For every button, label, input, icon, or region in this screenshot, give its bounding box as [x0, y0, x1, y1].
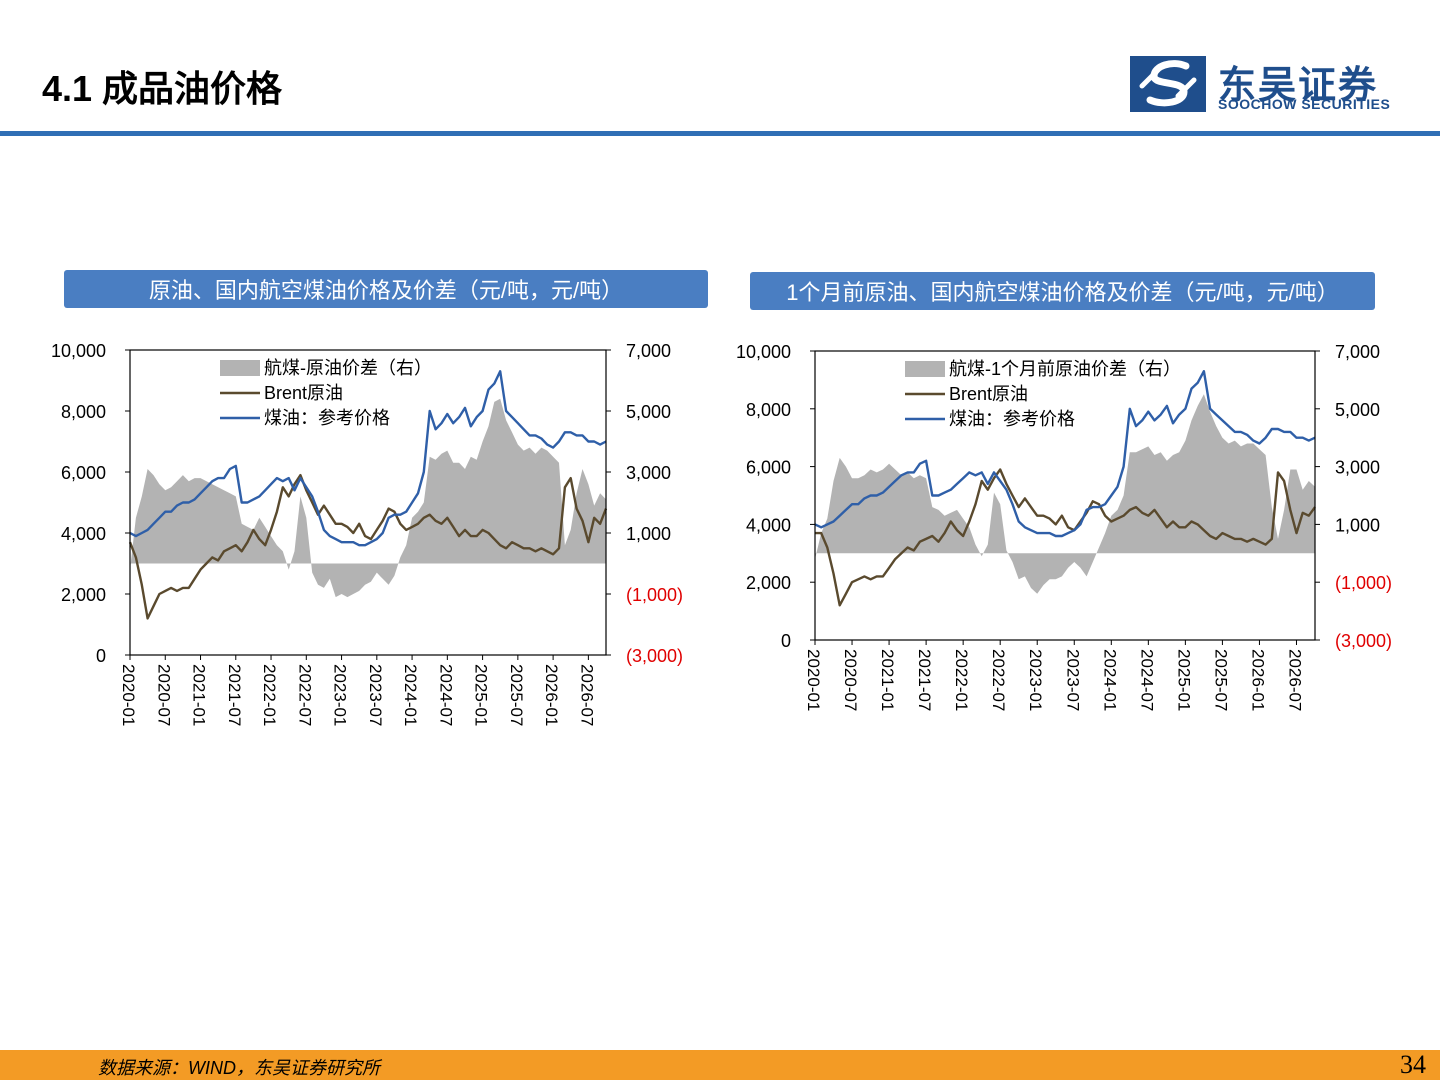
x-tick-label: 2023-01 [331, 664, 350, 726]
y-right-tick-label: 1,000 [626, 524, 671, 544]
x-tick-label: 2023-01 [1026, 649, 1045, 711]
data-source: 数据来源：WIND，东吴证券研究所 [98, 1058, 380, 1078]
x-tick-label: 2026-01 [542, 664, 561, 726]
x-tick-label: 2023-07 [366, 664, 385, 726]
x-tick-label: 2021-07 [225, 664, 244, 726]
chart-1: 10,000 8,000 6,000 4,000 2,000 0 7,000 5,000 3,0… [51, 341, 683, 726]
x-tick-label: 2022-07 [989, 649, 1008, 711]
y-right-tick-label: 7,000 [626, 341, 671, 361]
y-left-tick-label: 8,000 [746, 400, 791, 420]
y-left-tick-label: 8,000 [61, 402, 106, 422]
legend-swatch-area [905, 361, 945, 377]
y-left-tick-label: 2,000 [61, 585, 106, 605]
y-left-tick-label: 10,000 [51, 341, 106, 361]
y-right-tick-label: 3,000 [1335, 458, 1380, 478]
x-tick-label: 2025-01 [1174, 649, 1193, 711]
chart-2: 10,000 8,000 6,000 4,000 2,000 0 7,000 5,000 3,0… [736, 342, 1392, 711]
x-tick-label: 2024-01 [1100, 649, 1119, 711]
plot-frame [814, 350, 1316, 641]
y-right-tick-label: 1,000 [1335, 515, 1380, 535]
x-tick-label: 2025-07 [507, 664, 526, 726]
y-left-tick-label: 6,000 [61, 463, 106, 483]
y-left-tick-label: 0 [96, 646, 106, 666]
x-tick-label: 2024-07 [1137, 649, 1156, 711]
header-divider [0, 131, 1440, 136]
y-right-tick-label: (1,000) [626, 585, 683, 605]
x-tick-label: 2020-07 [154, 664, 173, 726]
page-number: 34 [1400, 1050, 1426, 1079]
legend-label: Brent原油 [264, 383, 343, 403]
logo-text-en: SOOCHOW SECURITIES [1218, 96, 1391, 112]
x-tick-label: 2026-01 [1248, 649, 1267, 711]
y-left-tick-label: 2,000 [746, 573, 791, 593]
series-brent-line [128, 473, 608, 620]
x-tick-label: 2021-01 [878, 649, 897, 711]
x-tick-label: 2024-01 [401, 664, 420, 726]
x-tick-label: 2022-01 [260, 664, 279, 726]
y-left-tick-label: 4,000 [746, 515, 791, 535]
y-left-tick-label: 10,000 [736, 342, 791, 362]
footer-bar [0, 1050, 1440, 1080]
x-tick-label: 2022-01 [952, 649, 971, 711]
x-tick-label: 2025-01 [472, 664, 491, 726]
legend-swatch-area [220, 360, 260, 376]
series-spread-area [130, 398, 606, 598]
page-title: 4.1 成品油价格 [42, 68, 283, 109]
legend-label: Brent原油 [949, 384, 1028, 404]
legend-label: 航煤-1个月前原油价差（右） [949, 359, 1181, 379]
y-right-tick-label: 5,000 [626, 402, 671, 422]
soochow-logo-icon [1130, 56, 1206, 112]
y-right-tick-label: (3,000) [1335, 631, 1392, 651]
x-tick-label: 2020-01 [119, 664, 138, 726]
series-brent-line [815, 468, 1316, 607]
y-right-tick-label: 5,000 [1335, 400, 1380, 420]
y-left-tick-label: 4,000 [61, 524, 106, 544]
x-tick-label: 2020-01 [804, 649, 823, 711]
y-right-tick-label: (3,000) [626, 646, 683, 666]
x-tick-label: 2025-07 [1211, 649, 1230, 711]
x-tick-label: 2026-07 [577, 664, 596, 726]
x-tick-label: 2026-07 [1285, 649, 1304, 711]
x-tick-label: 2021-01 [190, 664, 209, 726]
chart-1-title: 原油、国内航空煤油价格及价差（元/吨，元/吨） [64, 270, 708, 308]
x-tick-label: 2021-07 [915, 649, 934, 711]
series-spread-area [815, 394, 1315, 594]
legend-label: 航煤-原油价差（右） [264, 358, 432, 378]
series-kerosene-line [129, 370, 607, 547]
chart-2-title: 1个月前原油、国内航空煤油价格及价差（元/吨，元/吨） [750, 272, 1375, 310]
x-tick-label: 2023-07 [1063, 649, 1082, 711]
y-right-tick-label: 7,000 [1335, 342, 1380, 362]
company-logo: 东吴证券 SOOCHOW SECURITIES [1128, 52, 1408, 116]
logo-text-cn: 东吴证券 [1218, 65, 1379, 107]
y-left-tick-label: 6,000 [746, 458, 791, 478]
legend-label: 煤油：参考价格 [264, 408, 390, 428]
legend-label: 煤油：参考价格 [949, 409, 1075, 429]
y-right-tick-label: 3,000 [626, 463, 671, 483]
x-tick-label: 2022-07 [295, 664, 314, 726]
y-right-tick-label: (1,000) [1335, 573, 1392, 593]
x-tick-label: 2024-07 [436, 664, 455, 726]
series-kerosene-line [814, 370, 1316, 538]
plot-frame [129, 349, 607, 656]
x-tick-label: 2020-07 [841, 649, 860, 711]
y-left-tick-label: 0 [781, 631, 791, 651]
